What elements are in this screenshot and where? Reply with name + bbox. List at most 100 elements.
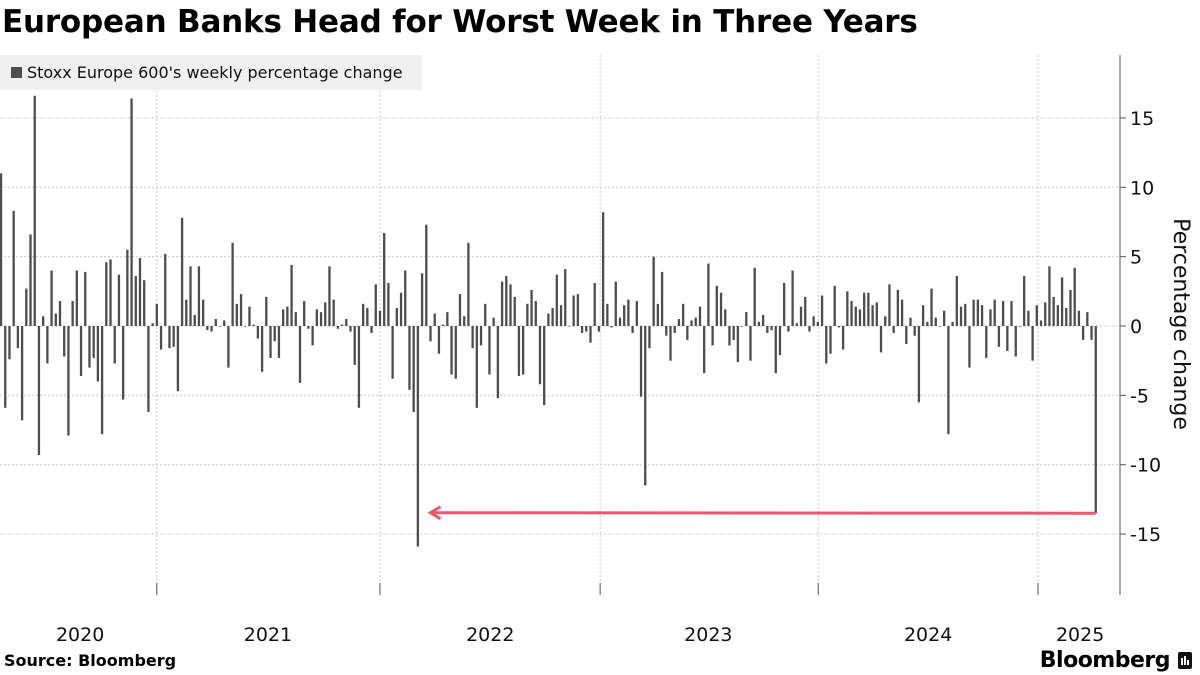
bar [534,301,537,326]
bar [938,326,942,327]
bar [1027,310,1030,326]
bar [303,301,306,326]
bar [332,299,335,326]
bar [206,326,209,331]
bar [151,323,154,326]
bar [1023,276,1026,326]
bar [677,319,681,326]
y-tick-label: -15 [1130,524,1161,546]
bar [109,259,112,326]
bar [530,289,533,326]
bar [8,326,11,360]
x-tick-label: 2021 [244,624,292,646]
bar [307,326,310,329]
bar [753,267,756,326]
bar [863,292,866,326]
bar [122,326,125,400]
legend: Stoxx Europe 600's weekly percentage cha… [0,55,422,90]
bar [724,309,727,326]
bar [63,326,66,357]
bar [778,326,782,356]
bar [888,284,891,326]
bar [1077,310,1081,326]
bar [433,313,436,326]
bar [412,326,415,412]
legend-swatch [11,67,22,78]
bar [361,303,365,326]
bar [926,321,929,326]
bar [155,303,158,326]
bar [660,271,664,326]
bar [244,326,247,327]
bar [1069,289,1072,326]
y-tick-label: 0 [1130,316,1142,338]
bar [614,281,617,326]
bar [231,242,234,326]
bar [16,326,20,349]
bar [787,326,790,332]
bar [879,326,883,353]
bar [437,326,441,354]
bar [601,212,605,326]
bar [964,303,967,326]
bar [694,317,697,326]
bar [176,326,180,392]
bar [324,302,327,326]
bar [311,326,314,346]
bar [130,98,133,326]
bar [783,283,786,326]
bar [25,288,28,326]
bar [441,324,445,326]
bar [105,262,108,326]
bar [976,299,980,326]
bar [526,303,529,326]
bar [559,305,563,326]
bar [669,326,672,361]
y-tick-label: -10 [1130,455,1161,477]
bar [273,326,276,342]
bar [357,326,361,408]
bar [172,326,175,347]
bar [968,326,971,368]
bar [1006,326,1009,351]
bar [896,289,900,326]
bar [1014,326,1017,357]
bar [79,326,83,376]
bar [820,295,824,326]
bloomberg-logo: Bloomberg [1040,648,1192,673]
bar [732,326,735,340]
bar [227,326,230,368]
bar [547,313,550,326]
bar [947,326,950,435]
bar [366,307,369,326]
bar [1010,301,1013,326]
bar [580,326,584,333]
bar [12,210,15,326]
bar [719,292,723,326]
bar [892,326,895,333]
bar [833,285,836,326]
bar [168,326,171,349]
bar [429,326,432,342]
bar [690,320,693,326]
bar [656,303,660,326]
bar [934,317,937,326]
annotation-arrow [427,505,1096,521]
bar [479,326,483,346]
bar [846,291,849,326]
bar [770,326,773,331]
bar [214,319,217,326]
bar [875,302,878,326]
bar [100,326,104,435]
x-tick-label: 2024 [904,624,952,646]
bar [492,317,495,326]
bar [378,310,382,326]
bar [884,316,887,326]
bar [774,326,777,374]
bar [1056,305,1060,326]
bar [808,326,811,332]
bar [517,326,521,376]
bar [867,292,870,326]
bar [917,326,921,403]
bar [711,326,714,346]
